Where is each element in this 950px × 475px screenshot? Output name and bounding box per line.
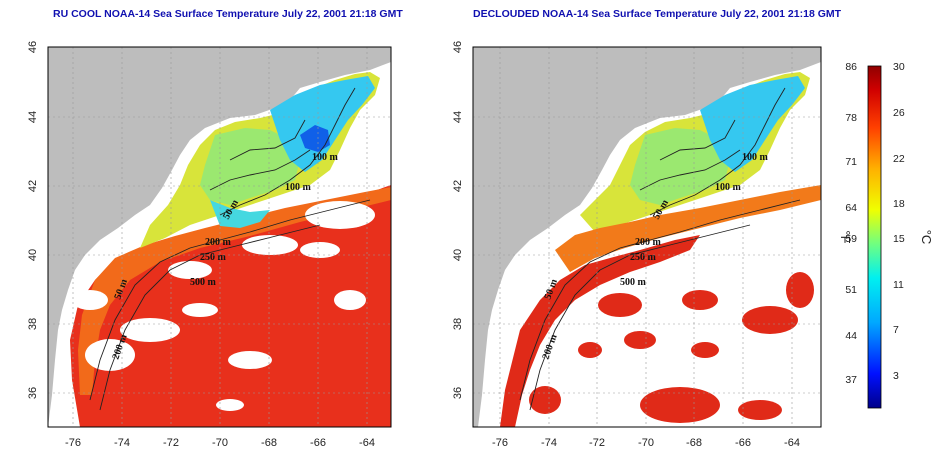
left-y-tick: 38: [27, 318, 39, 330]
left-y-tick: 36: [27, 387, 39, 399]
right-x-axis: -76 -74 -72 -70 -68 -66 -64: [492, 437, 800, 449]
left-y-tick: 42: [27, 180, 39, 192]
left-map-title: RU COOL NOAA-14 Sea Surface Temperature …: [53, 8, 403, 20]
right-contour-label-500: 500 m: [620, 277, 647, 288]
right-x-tick: -70: [638, 437, 654, 449]
right-y-axis: 46 44 42 40 38 36: [452, 41, 464, 399]
right-y-tick: 42: [452, 180, 464, 192]
left-contour-label-100-north: 100 m: [312, 152, 339, 163]
right-y-tick: 36: [452, 387, 464, 399]
colorbar-gradient: [867, 65, 882, 409]
right-y-tick: 38: [452, 318, 464, 330]
celsius-tick: 22: [893, 153, 905, 165]
right-warm-patches: [500, 235, 814, 427]
right-x-tick: -68: [686, 437, 702, 449]
colorbar-fahrenheit-ticks: 86 78 71 64 59 51 44 37: [845, 61, 857, 386]
left-land: [48, 47, 391, 427]
right-y-tick: 40: [452, 249, 464, 261]
celsius-tick: 26: [893, 107, 905, 119]
celsius-tick: 30: [893, 61, 905, 73]
left-y-tick: 44: [27, 111, 39, 123]
left-y-axis: 46 44 42 40 38 36: [27, 41, 39, 399]
right-orange-band: [555, 185, 821, 272]
right-contour-label-100-mid: 100 m: [715, 182, 742, 193]
left-cold-strip: [210, 200, 270, 228]
left-grid: [48, 47, 391, 427]
left-y-tick: 40: [27, 249, 39, 261]
left-contour-label-500: 500 m: [190, 277, 217, 288]
right-grid: [473, 47, 821, 427]
right-land: [473, 47, 821, 427]
colorbar-celsius-ticks: 30 26 22 18 15 11 7 3: [893, 61, 905, 382]
right-cold-water: [700, 76, 805, 172]
right-x-tick: -74: [541, 437, 557, 449]
left-map-frame: [47, 46, 392, 428]
right-map-panel: 100 m 100 m 50 m 250 m 200 m 50 m 200 m …: [473, 47, 821, 427]
left-y-tick: 46: [27, 41, 39, 53]
left-x-tick: -70: [212, 437, 228, 449]
right-y-tick: 44: [452, 111, 464, 123]
fahrenheit-tick: 37: [845, 374, 857, 386]
fahrenheit-tick: 44: [845, 330, 857, 342]
left-x-tick: -74: [114, 437, 130, 449]
left-x-tick: -64: [359, 437, 375, 449]
right-contour-label-250-shelf: 250 m: [630, 252, 657, 263]
right-y-tick: 46: [452, 41, 464, 53]
celsius-tick: 15: [893, 233, 905, 245]
right-x-tick: -64: [784, 437, 800, 449]
left-contour-label-250-shelf: 250 m: [200, 252, 227, 263]
left-x-axis: -76 -74 -72 -70 -68 -66 -64: [65, 437, 375, 449]
left-deep-cold: [300, 125, 330, 152]
celsius-tick: 18: [893, 198, 905, 210]
temperature-colorbar: 86 78 71 64 59 51 44 37 30 26 22 18 15 1…: [838, 61, 934, 409]
celsius-tick: 3: [893, 370, 899, 382]
left-x-tick: -76: [65, 437, 81, 449]
fahrenheit-tick: 64: [845, 202, 857, 214]
right-contour-label-200-shelf: 200 m: [635, 237, 662, 248]
left-map-panel: 100 m 100 m 50 m 250 m 200 m 50 m 200 m …: [48, 47, 391, 427]
left-bathymetry-contours: [89, 87, 371, 411]
fahrenheit-tick: 59: [845, 233, 857, 245]
right-map-frame: [472, 46, 822, 428]
celsius-tick: 11: [893, 279, 904, 291]
left-contour-label-100-mid: 100 m: [285, 182, 312, 193]
left-x-tick: -68: [261, 437, 277, 449]
fahrenheit-tick: 51: [845, 284, 857, 296]
right-bathymetry-contours: [519, 87, 801, 411]
left-x-tick: -72: [163, 437, 179, 449]
fahrenheit-unit-label: °F: [838, 230, 853, 243]
right-x-tick: -66: [735, 437, 751, 449]
left-contour-label-200-shelf: 200 m: [205, 237, 232, 248]
right-map-title: DECLOUDED NOAA-14 Sea Surface Temperatur…: [473, 8, 842, 20]
celsius-tick: 7: [893, 324, 899, 336]
fahrenheit-tick: 71: [845, 156, 857, 168]
left-cold-water: [270, 76, 375, 172]
left-x-tick: -66: [310, 437, 326, 449]
left-orange-band: [78, 187, 391, 395]
fahrenheit-tick: 86: [845, 61, 857, 73]
fahrenheit-tick: 78: [845, 112, 857, 124]
right-x-tick: -72: [589, 437, 605, 449]
celsius-unit-label: °C: [919, 230, 934, 245]
right-x-tick: -76: [492, 437, 508, 449]
right-contour-label-100-north: 100 m: [742, 152, 769, 163]
